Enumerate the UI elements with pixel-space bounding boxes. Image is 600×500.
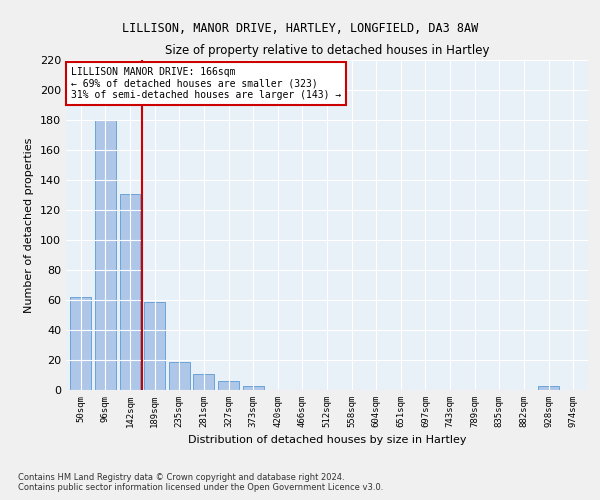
Bar — [218, 381, 239, 390]
Text: LILLISON, MANOR DRIVE, HARTLEY, LONGFIELD, DA3 8AW: LILLISON, MANOR DRIVE, HARTLEY, LONGFIEL… — [122, 22, 478, 36]
Bar — [242, 386, 263, 390]
Bar — [70, 297, 91, 390]
Text: Contains public sector information licensed under the Open Government Licence v3: Contains public sector information licen… — [18, 482, 383, 492]
Bar — [95, 120, 116, 390]
Y-axis label: Number of detached properties: Number of detached properties — [25, 138, 34, 312]
Text: LILLISON MANOR DRIVE: 166sqm
← 69% of detached houses are smaller (323)
31% of s: LILLISON MANOR DRIVE: 166sqm ← 69% of de… — [71, 66, 341, 100]
Bar — [144, 302, 165, 390]
Bar — [193, 374, 214, 390]
X-axis label: Distribution of detached houses by size in Hartley: Distribution of detached houses by size … — [188, 436, 466, 446]
Bar — [169, 362, 190, 390]
Bar — [538, 386, 559, 390]
Bar — [119, 194, 140, 390]
Title: Size of property relative to detached houses in Hartley: Size of property relative to detached ho… — [165, 44, 489, 58]
Text: Contains HM Land Registry data © Crown copyright and database right 2024.: Contains HM Land Registry data © Crown c… — [18, 472, 344, 482]
